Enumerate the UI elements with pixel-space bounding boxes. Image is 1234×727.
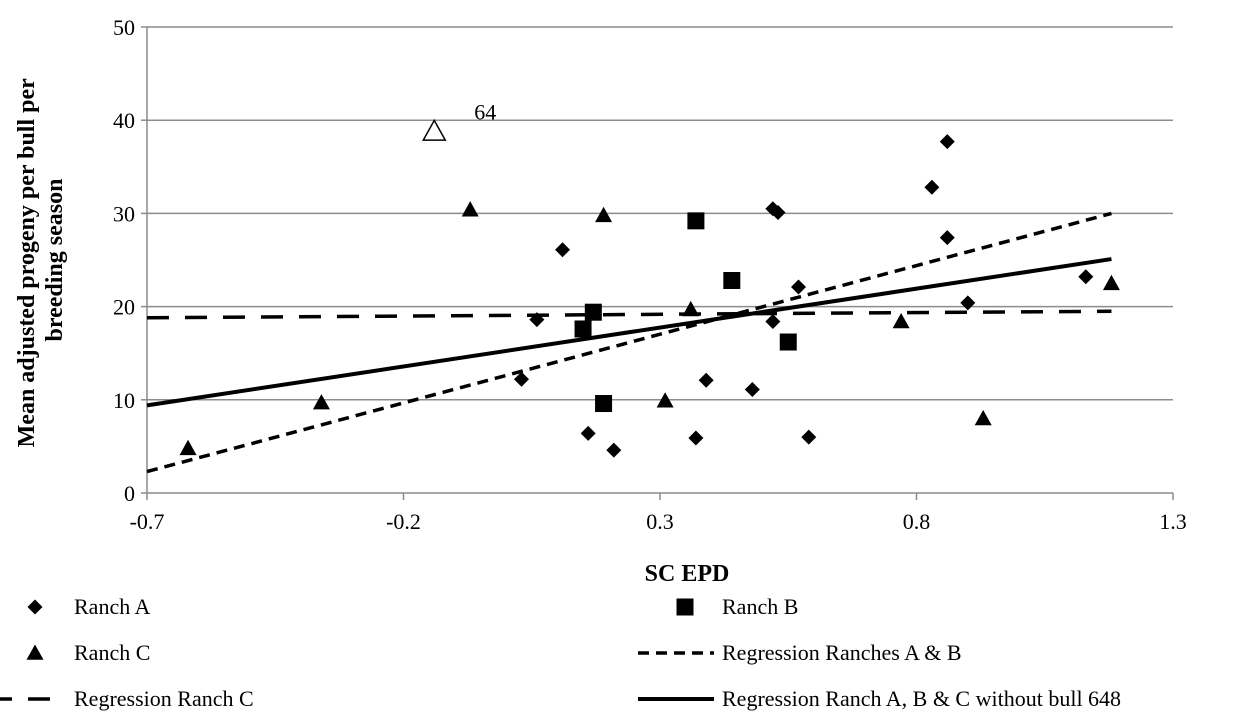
data-point [595, 206, 613, 223]
data-point [555, 242, 571, 258]
data-point [656, 392, 674, 408]
x-tick-label: -0.7 [130, 509, 165, 534]
data-point [606, 442, 622, 458]
data-point [939, 230, 955, 246]
tick-labels: 0 10 20 30 40 50 -0.7 -0.2 0.3 0.8 1.3 [113, 15, 1187, 534]
data-point [688, 430, 704, 446]
data-point [924, 179, 940, 195]
x-tick-label: 0.3 [646, 509, 674, 534]
data-point [1102, 274, 1120, 291]
data-point [687, 212, 705, 230]
x-tick-label: -0.2 [386, 509, 421, 534]
data-point [960, 295, 976, 311]
gridlines [147, 26, 1173, 401]
x-tick-label: 0.8 [903, 509, 931, 534]
axes [141, 26, 1174, 500]
legend-item: Ranch B [676, 594, 798, 619]
data-point [801, 429, 817, 445]
x-axis-title: SC EPD [645, 561, 730, 587]
legend-label: Regression Ranch A, B & C without bull 6… [722, 686, 1121, 711]
legend-item: Regression Ranch A, B & C without bull 6… [638, 686, 1121, 711]
data-point [574, 320, 592, 338]
data-point [580, 425, 596, 441]
legend: Ranch A Ranch B Ranch C Regression Ranches … [0, 594, 1121, 711]
data-point [461, 201, 479, 217]
regression-line [146, 211, 1112, 474]
outlier-point [422, 118, 447, 141]
regression-lines [146, 211, 1112, 474]
data-point [179, 439, 197, 456]
legend-label: Regression Ranches A & B [722, 640, 962, 665]
y-tick-label: 40 [113, 108, 135, 133]
data-point [723, 272, 741, 290]
y-tick-label: 20 [113, 295, 135, 320]
legend-item: Ranch A [27, 594, 150, 619]
legend-label: Regression Ranch C [74, 686, 254, 711]
y-axis-title-line-2: breeding season [42, 179, 68, 342]
regression-line [146, 309, 1112, 320]
legend-item: Ranch C [26, 640, 150, 665]
y-tick-label: 30 [113, 201, 135, 226]
data-point [974, 409, 992, 426]
y-axis-title-line-1: Mean adjusted progeny per bull per [14, 78, 40, 447]
y-axis-title: Mean adjusted progeny per bull per breed… [14, 73, 68, 448]
legend-swatch [676, 598, 694, 616]
annotations: 64 [474, 99, 496, 124]
outlier-label: 64 [474, 99, 496, 124]
data-points [179, 118, 1120, 458]
legend-swatch [26, 644, 44, 660]
legend-label: Ranch A [74, 594, 150, 619]
y-tick-label: 50 [113, 15, 135, 40]
data-point [779, 333, 797, 351]
data-point [744, 382, 760, 398]
data-point [698, 372, 714, 388]
y-tick-label: 0 [124, 481, 135, 506]
data-point [584, 303, 602, 321]
data-point [513, 371, 529, 387]
data-point [312, 394, 330, 410]
data-point [770, 204, 786, 220]
data-point [682, 300, 700, 317]
data-point [765, 314, 781, 330]
legend-label: Ranch B [722, 594, 798, 619]
legend-item: Regression Ranches A & B [638, 640, 962, 665]
legend-label: Ranch C [74, 640, 150, 665]
regression-line [146, 257, 1112, 408]
y-tick-label: 10 [113, 388, 135, 413]
data-point [1078, 269, 1094, 285]
data-point [529, 312, 545, 328]
data-point [939, 134, 955, 150]
x-tick-label: 1.3 [1159, 509, 1187, 534]
legend-swatch [27, 599, 43, 615]
data-point [892, 313, 910, 329]
legend-item: Regression Ranch C [0, 686, 254, 711]
data-point [791, 279, 807, 295]
data-point [595, 395, 613, 413]
